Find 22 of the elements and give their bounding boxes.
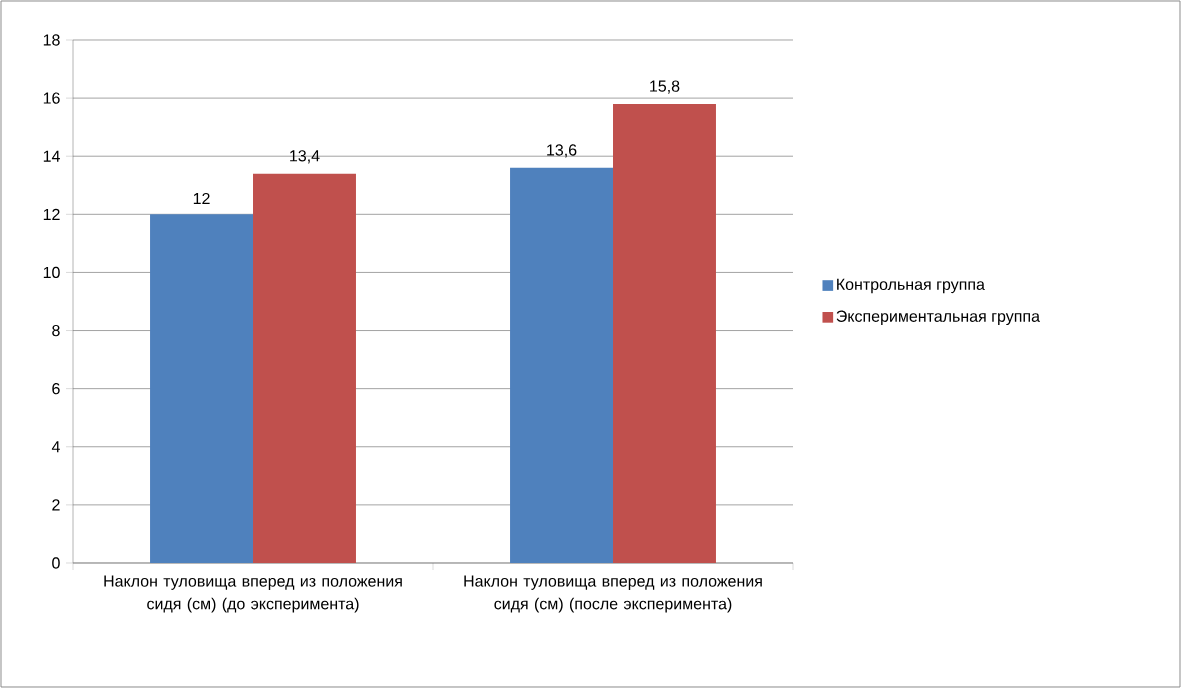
bar	[150, 214, 254, 563]
y-tick-label: 14	[43, 150, 60, 162]
legend-label: Экспериментальная группа	[836, 310, 1040, 326]
y-tick-label: 6	[52, 383, 60, 395]
legend-label: Контрольная группа	[837, 278, 985, 294]
x-tick-label: Наклон туловища вперед из положения сидя (см) (после эксперимента)	[464, 575, 762, 613]
y-tick-label: 4	[51, 441, 60, 453]
x-tick-label: Наклон туловища вперед из положения сидя (см) (до эксперимента)	[104, 575, 402, 613]
bar	[510, 167, 614, 563]
y-tick-label: 10	[43, 266, 60, 279]
bar	[613, 103, 716, 563]
y-tick-label: 18	[43, 34, 60, 46]
data-label: 12	[193, 192, 210, 205]
bar	[253, 173, 356, 563]
y-tick-label: 12	[43, 208, 60, 220]
y-tick-label: 0	[52, 557, 60, 569]
data-label: 13,6	[547, 144, 577, 158]
data-label: 13,4	[290, 150, 320, 164]
data-label: 15,8	[650, 80, 680, 94]
y-tick-label: 16	[43, 92, 60, 104]
y-tick-label: 8	[52, 324, 60, 337]
y-tick-label: 2	[52, 499, 60, 511]
